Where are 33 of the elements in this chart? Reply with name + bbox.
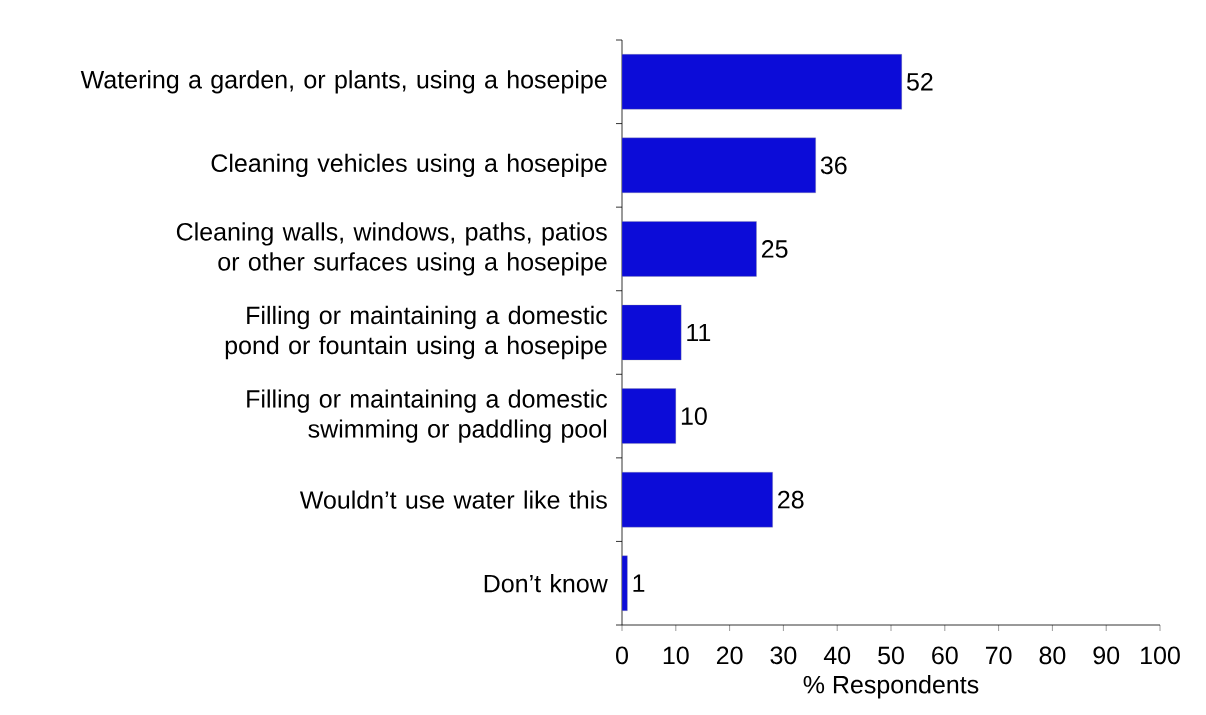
x-tick-label: 70 [985,646,1012,665]
data-label: 11 [687,323,711,342]
bar [621,137,816,194]
x-tick-label: 30 [770,646,797,665]
y-tick-label: Watering a garden, or plants, using a hosepipe [80,70,607,94]
x-tick-label: 60 [932,646,958,665]
bar [621,304,682,361]
data-label: 52 [906,72,933,91]
y-tick-label: Cleaning vehicles using a hosepipe [211,153,607,178]
x-tick-label: 50 [878,646,904,665]
bar [621,555,628,611]
x-tick-label: 10 [663,646,689,665]
x-tick-label: 80 [1039,646,1066,665]
y-tick-label: Don’t know [484,574,608,593]
data-label: 10 [681,407,707,425]
x-tick-label: 0 [616,646,628,665]
x-tick-label: 20 [716,646,743,665]
bar [621,388,676,444]
y-tick-label: Cleaning walls, windows, paths, patios or other surfaces using a hosepipe [176,222,607,276]
y-tick-label: Wouldn’t use water like this [299,490,607,509]
data-label: 28 [778,490,804,509]
x-tick-label: 40 [823,646,851,665]
data-label: 25 [761,240,788,258]
y-tick-label: Filling or maintaining a domestic swimming or paddling pool [247,389,608,443]
y-tick-label: Filling or maintaining a domestic pond or fountain using a hosepipe [225,305,608,360]
data-label: 36 [820,156,847,175]
x-tick-label: 100 [1141,646,1180,665]
bar [621,221,757,277]
bar [621,54,902,110]
x-axis-title: % Respondents [803,675,979,699]
bar [621,472,773,528]
x-tick-label: 90 [1093,646,1120,665]
data-label: 1 [633,574,645,592]
